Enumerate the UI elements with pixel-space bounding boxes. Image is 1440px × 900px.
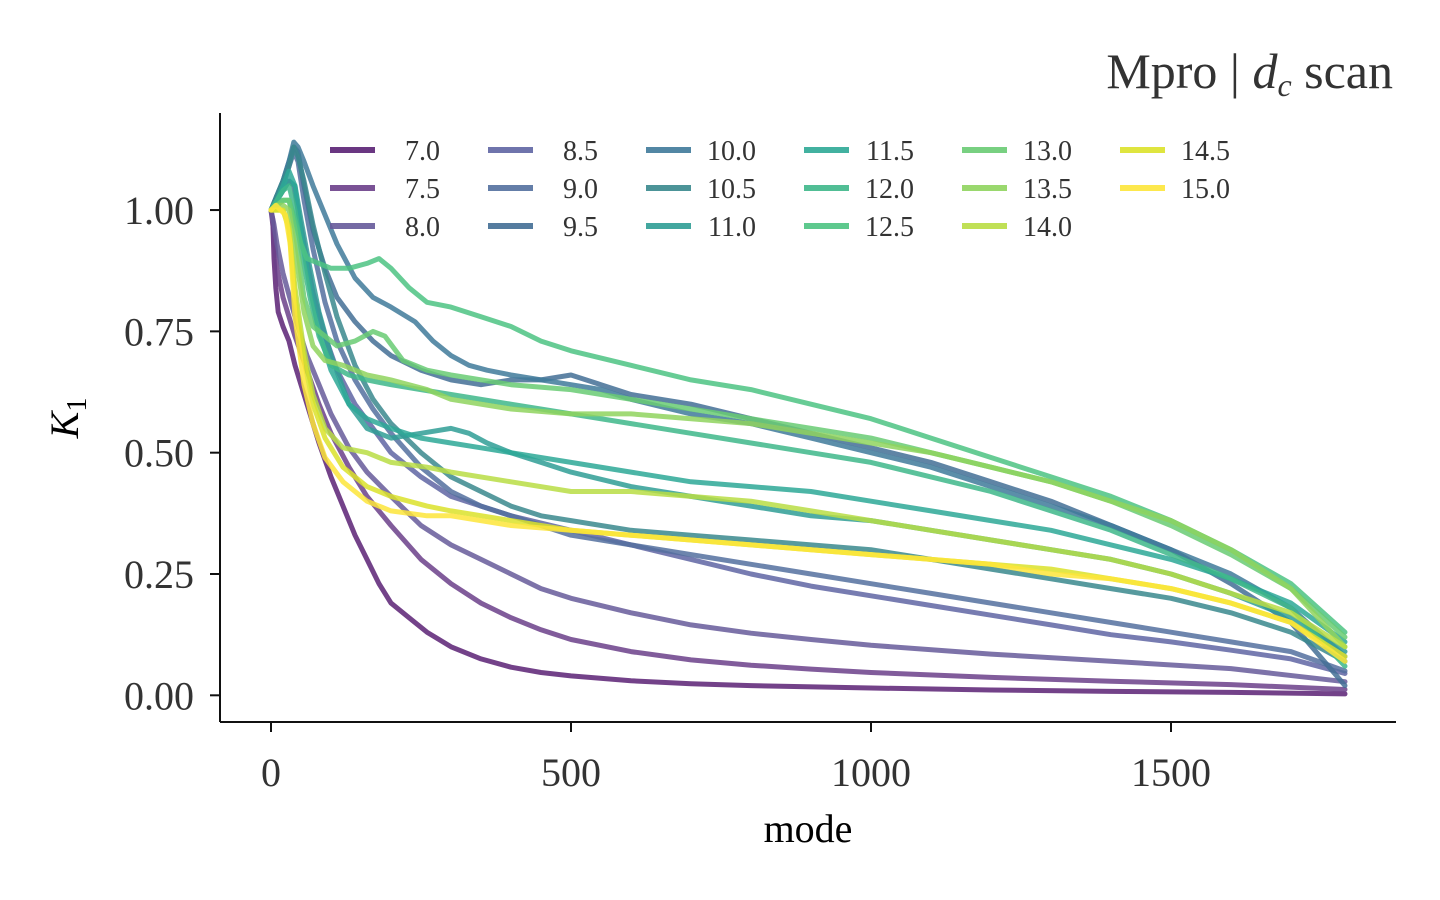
legend-label: 14.0 [1023, 212, 1072, 243]
legend-item-14-5: 14.5 [1120, 136, 1230, 167]
y-tick-label: 0.50 [124, 431, 194, 476]
x-tick-label: 500 [541, 750, 601, 795]
legend-item-10-0: 10.0 [646, 136, 756, 167]
legend-item-7-5: 7.5 [330, 174, 440, 205]
y-ticks: 0.00 0.25 0.50 0.75 1.00 [124, 188, 220, 718]
x-tick-label: 0 [261, 750, 281, 795]
series-line-7-0 [268, 207, 1348, 697]
y-tick-label: 0.25 [124, 552, 194, 597]
legend-item-7-0: 7.0 [330, 136, 440, 167]
series-line-10-0 [268, 139, 1348, 659]
x-axis-label: mode [764, 806, 853, 851]
chart-title: Mpro | dc scan [1106, 43, 1393, 103]
series-line-12-5 [268, 197, 1348, 635]
y-axis-label-subscript: 1 [62, 398, 93, 412]
series-line-11-0 [268, 178, 1348, 655]
y-axis-label: K1 [42, 398, 93, 440]
legend-label: 13.0 [1023, 136, 1072, 167]
legend-label: 10.5 [707, 174, 756, 205]
legend-item-12-0: 12.0 [804, 174, 914, 205]
y-tick-label: 0.75 [124, 309, 194, 354]
legend-label: 11.0 [708, 212, 756, 243]
y-tick-label: 0.00 [124, 673, 194, 718]
legend-item-8-5: 8.5 [488, 136, 598, 167]
legend-label: 8.5 [563, 136, 598, 167]
legend-item-11-5: 11.5 [804, 136, 914, 167]
legend-item-15-0: 15.0 [1120, 174, 1230, 205]
legend-item-13-5: 13.5 [962, 174, 1072, 205]
legend-label: 9.5 [563, 212, 598, 243]
legend-item-13-0: 13.0 [962, 136, 1072, 167]
legend-label: 12.5 [865, 212, 914, 243]
legend-label: 12.0 [865, 174, 914, 205]
x-tick-label: 1000 [831, 750, 911, 795]
legend-label: 13.5 [1023, 174, 1072, 205]
series-line-15-0 [268, 202, 1348, 664]
legend-item-10-5: 10.5 [646, 174, 756, 205]
legend-label: 9.0 [563, 174, 598, 205]
chart-title-variable: d [1252, 43, 1278, 99]
x-ticks: 0 500 1000 1500 [261, 722, 1211, 795]
legend-label: 7.5 [405, 174, 440, 205]
legend-label: 15.0 [1181, 174, 1230, 205]
legend: 7.0 7.5 8.0 8.5 9.0 9.5 10.0 10.5 11.0 11.5 12.0 12… [330, 136, 1230, 243]
legend-item-11-0: 11.0 [646, 212, 756, 243]
chart-title-suffix: scan [1292, 43, 1393, 99]
legend-label: 11.5 [866, 136, 914, 167]
x-tick-label: 1500 [1131, 750, 1211, 795]
legend-label: 14.5 [1181, 136, 1230, 167]
series-line-13-5 [268, 202, 1348, 650]
y-axis-label-main: K [42, 409, 87, 439]
legend-label: 8.0 [405, 212, 440, 243]
series-group [268, 139, 1348, 697]
legend-label: 7.0 [405, 136, 440, 167]
legend-label: 10.0 [707, 136, 756, 167]
legend-item-12-5: 12.5 [804, 212, 914, 243]
legend-item-9-5: 9.5 [488, 212, 598, 243]
legend-item-9-0: 9.0 [488, 174, 598, 205]
series-line-10-5 [268, 144, 1348, 664]
chart-title-subscript: c [1277, 67, 1291, 103]
legend-item-14-0: 14.0 [962, 212, 1072, 243]
series-line-8-0 [268, 207, 1348, 685]
y-tick-label: 1.00 [124, 188, 194, 233]
legend-item-8-0: 8.0 [330, 212, 440, 243]
chart-title-prefix: Mpro | [1106, 43, 1252, 99]
